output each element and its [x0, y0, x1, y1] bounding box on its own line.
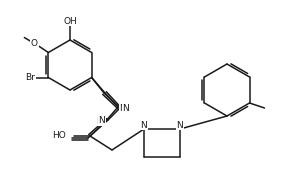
Text: OH: OH: [63, 16, 77, 26]
Text: N: N: [123, 103, 129, 112]
Text: N: N: [97, 117, 103, 125]
Text: N: N: [120, 103, 126, 112]
Text: HO: HO: [53, 134, 67, 142]
Text: N: N: [141, 120, 147, 130]
Text: O: O: [31, 39, 38, 48]
Text: N: N: [177, 120, 183, 130]
Text: HO: HO: [52, 132, 66, 140]
Text: N: N: [99, 115, 105, 125]
Text: Br: Br: [25, 73, 35, 82]
